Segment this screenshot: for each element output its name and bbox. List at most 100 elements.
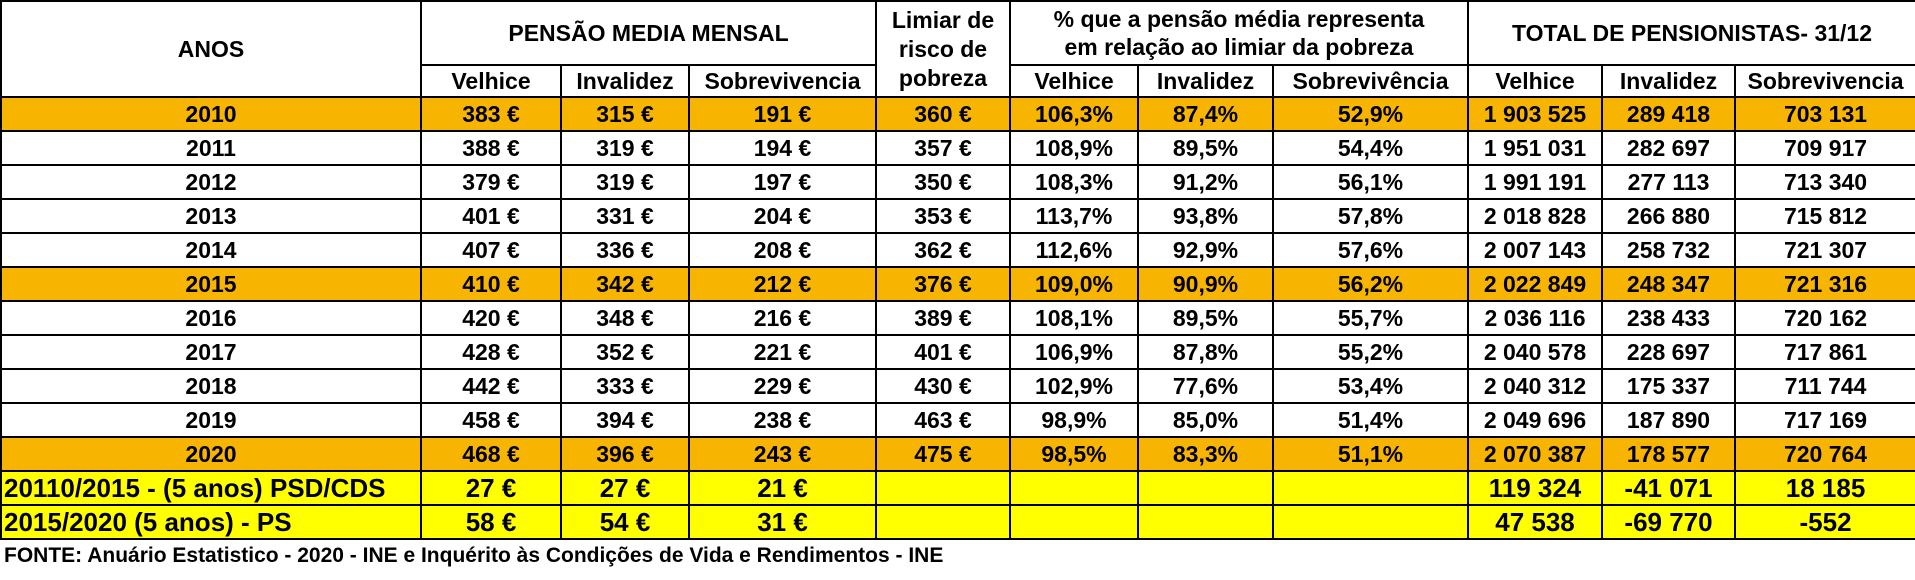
total-invalidez-cell: 258 732 xyxy=(1601,232,1736,268)
table-row: 2011 388 € 319 € 194 € 357 € 108,9% 89,5… xyxy=(0,130,1915,166)
header-limiar-line1: Limiar de xyxy=(891,6,995,33)
header-percentagem: % que a pensão média representa em relaç… xyxy=(1009,0,1469,66)
pensao-invalidez-cell: 333 € xyxy=(560,368,690,404)
table-row: 2017 428 € 352 € 221 € 401 € 106,9% 87,8… xyxy=(0,334,1915,370)
pct-sobrevivencia-cell: 55,7% xyxy=(1272,300,1469,336)
header-pensao-media: PENSÃO MEDIA MENSAL xyxy=(420,0,877,66)
total-velhice-cell: 2 018 828 xyxy=(1467,198,1603,234)
pensao-invalidez-cell: 342 € xyxy=(560,266,690,302)
total-sobrevivencia-cell: 720 162 xyxy=(1733,300,1915,336)
summary-total-sobrevivencia: -552 xyxy=(1733,504,1915,540)
total-sobrevivencia-cell: 709 917 xyxy=(1733,130,1915,166)
summary-row: 2015/2020 (5 anos) - PS 58 € 54 € 31 € 4… xyxy=(0,504,1915,540)
year-cell: 2018 xyxy=(0,368,422,404)
pensao-velhice-cell: 407 € xyxy=(420,232,562,268)
pensao-sobrevivencia-cell: 212 € xyxy=(688,266,877,302)
pensao-velhice-cell: 379 € xyxy=(420,164,562,200)
total-velhice-cell: 2 040 578 xyxy=(1467,334,1603,370)
pct-velhice-cell: 102,9% xyxy=(1009,368,1139,404)
pensao-sobrevivencia-cell: 243 € xyxy=(688,436,877,472)
header-pct-line2: em relação ao limiar da pobreza xyxy=(1064,34,1414,60)
summary-total-velhice: 47 538 xyxy=(1467,504,1603,540)
pensao-sobrevivencia-cell: 216 € xyxy=(688,300,877,336)
pct-sobrevivencia-cell: 56,1% xyxy=(1272,164,1469,200)
col-pensao-velhice: Velhice xyxy=(420,64,562,98)
pct-sobrevivencia-cell: 53,4% xyxy=(1272,368,1469,404)
limiar-cell: 362 € xyxy=(875,232,1011,268)
summary-total-invalidez: -41 071 xyxy=(1601,470,1736,506)
year-cell: 2019 xyxy=(0,402,422,438)
col-pct-invalidez: Invalidez xyxy=(1137,64,1274,98)
col-total-invalidez: Invalidez xyxy=(1601,64,1736,98)
year-cell: 2014 xyxy=(0,232,422,268)
pct-invalidez-cell: 83,3% xyxy=(1137,436,1274,472)
pensao-sobrevivencia-cell: 204 € xyxy=(688,198,877,234)
total-invalidez-cell: 289 418 xyxy=(1601,96,1736,132)
limiar-cell: 360 € xyxy=(875,96,1011,132)
total-velhice-cell: 2 070 387 xyxy=(1467,436,1603,472)
total-sobrevivencia-cell: 721 307 xyxy=(1733,232,1915,268)
summary-label: 2015/2020 (5 anos) - PS xyxy=(0,504,422,540)
summary-pensao-invalidez: 27 € xyxy=(560,470,690,506)
total-sobrevivencia-cell: 703 131 xyxy=(1733,96,1915,132)
limiar-cell: 357 € xyxy=(875,130,1011,166)
pensao-invalidez-cell: 394 € xyxy=(560,402,690,438)
summary-pct-invalidez-empty xyxy=(1137,504,1274,540)
pct-velhice-cell: 108,9% xyxy=(1009,130,1139,166)
table-row: 2019 458 € 394 € 238 € 463 € 98,9% 85,0%… xyxy=(0,402,1915,438)
limiar-cell: 389 € xyxy=(875,300,1011,336)
total-invalidez-cell: 228 697 xyxy=(1601,334,1736,370)
pct-invalidez-cell: 91,2% xyxy=(1137,164,1274,200)
year-cell: 2016 xyxy=(0,300,422,336)
header-limiar: Limiar de risco de pobreza xyxy=(875,0,1011,98)
header-total-pensionistas: TOTAL DE PENSIONISTAS- 31/12 xyxy=(1466,0,1915,66)
total-invalidez-cell: 248 347 xyxy=(1601,266,1736,302)
table-row: 2010 383 € 315 € 191 € 360 € 106,3% 87,4… xyxy=(0,96,1915,132)
total-velhice-cell: 1 951 031 xyxy=(1467,130,1603,166)
pensao-sobrevivencia-cell: 221 € xyxy=(688,334,877,370)
total-sobrevivencia-cell: 720 764 xyxy=(1733,436,1915,472)
pensao-sobrevivencia-cell: 238 € xyxy=(688,402,877,438)
table-row: 2013 401 € 331 € 204 € 353 € 113,7% 93,8… xyxy=(0,198,1915,234)
summary-label: 20110/2015 - (5 anos) PSD/CDS xyxy=(0,470,422,506)
summary-pct-sobrevivencia-empty xyxy=(1272,504,1469,540)
summary-pct-sobrevivencia-empty xyxy=(1272,470,1469,506)
total-velhice-cell: 2 036 116 xyxy=(1467,300,1603,336)
pensao-invalidez-cell: 348 € xyxy=(560,300,690,336)
pct-invalidez-cell: 85,0% xyxy=(1137,402,1274,438)
year-cell: 2017 xyxy=(0,334,422,370)
source-note: FONTE: Anuário Estatistico - 2020 - INE … xyxy=(4,544,944,567)
pension-table: ANOS PENSÃO MEDIA MENSAL Limiar de risco… xyxy=(0,0,1915,540)
summary-total-velhice: 119 324 xyxy=(1467,470,1603,506)
summary-total-invalidez: -69 770 xyxy=(1601,504,1736,540)
col-pensao-sobrevivencia: Sobrevivencia xyxy=(688,64,877,98)
pct-velhice-cell: 108,3% xyxy=(1009,164,1139,200)
header-pct-line1: % que a pensão média representa xyxy=(1053,6,1425,32)
year-cell: 2015 xyxy=(0,266,422,302)
total-velhice-cell: 2 040 312 xyxy=(1467,368,1603,404)
table-row: 2014 407 € 336 € 208 € 362 € 112,6% 92,9… xyxy=(0,232,1915,268)
year-cell: 2011 xyxy=(0,130,422,166)
pensao-invalidez-cell: 319 € xyxy=(560,164,690,200)
pct-invalidez-cell: 92,9% xyxy=(1137,232,1274,268)
pensao-sobrevivencia-cell: 194 € xyxy=(688,130,877,166)
pensao-velhice-cell: 428 € xyxy=(420,334,562,370)
total-invalidez-cell: 187 890 xyxy=(1601,402,1736,438)
pensao-velhice-cell: 458 € xyxy=(420,402,562,438)
col-pct-sobrevivencia: Sobrevivência xyxy=(1272,64,1469,98)
pensao-velhice-cell: 401 € xyxy=(420,198,562,234)
limiar-cell: 353 € xyxy=(875,198,1011,234)
summary-pensao-velhice: 58 € xyxy=(420,504,562,540)
header-limiar-line2: risco de xyxy=(898,35,988,62)
pct-velhice-cell: 109,0% xyxy=(1009,266,1139,302)
pct-invalidez-cell: 90,9% xyxy=(1137,266,1274,302)
total-invalidez-cell: 277 113 xyxy=(1601,164,1736,200)
summary-pensao-velhice: 27 € xyxy=(420,470,562,506)
table-row: 2012 379 € 319 € 197 € 350 € 108,3% 91,2… xyxy=(0,164,1915,200)
pct-sobrevivencia-cell: 51,1% xyxy=(1272,436,1469,472)
year-cell: 2020 xyxy=(0,436,422,472)
pct-velhice-cell: 113,7% xyxy=(1009,198,1139,234)
pensao-invalidez-cell: 315 € xyxy=(560,96,690,132)
summary-pct-invalidez-empty xyxy=(1137,470,1274,506)
pensao-velhice-cell: 420 € xyxy=(420,300,562,336)
